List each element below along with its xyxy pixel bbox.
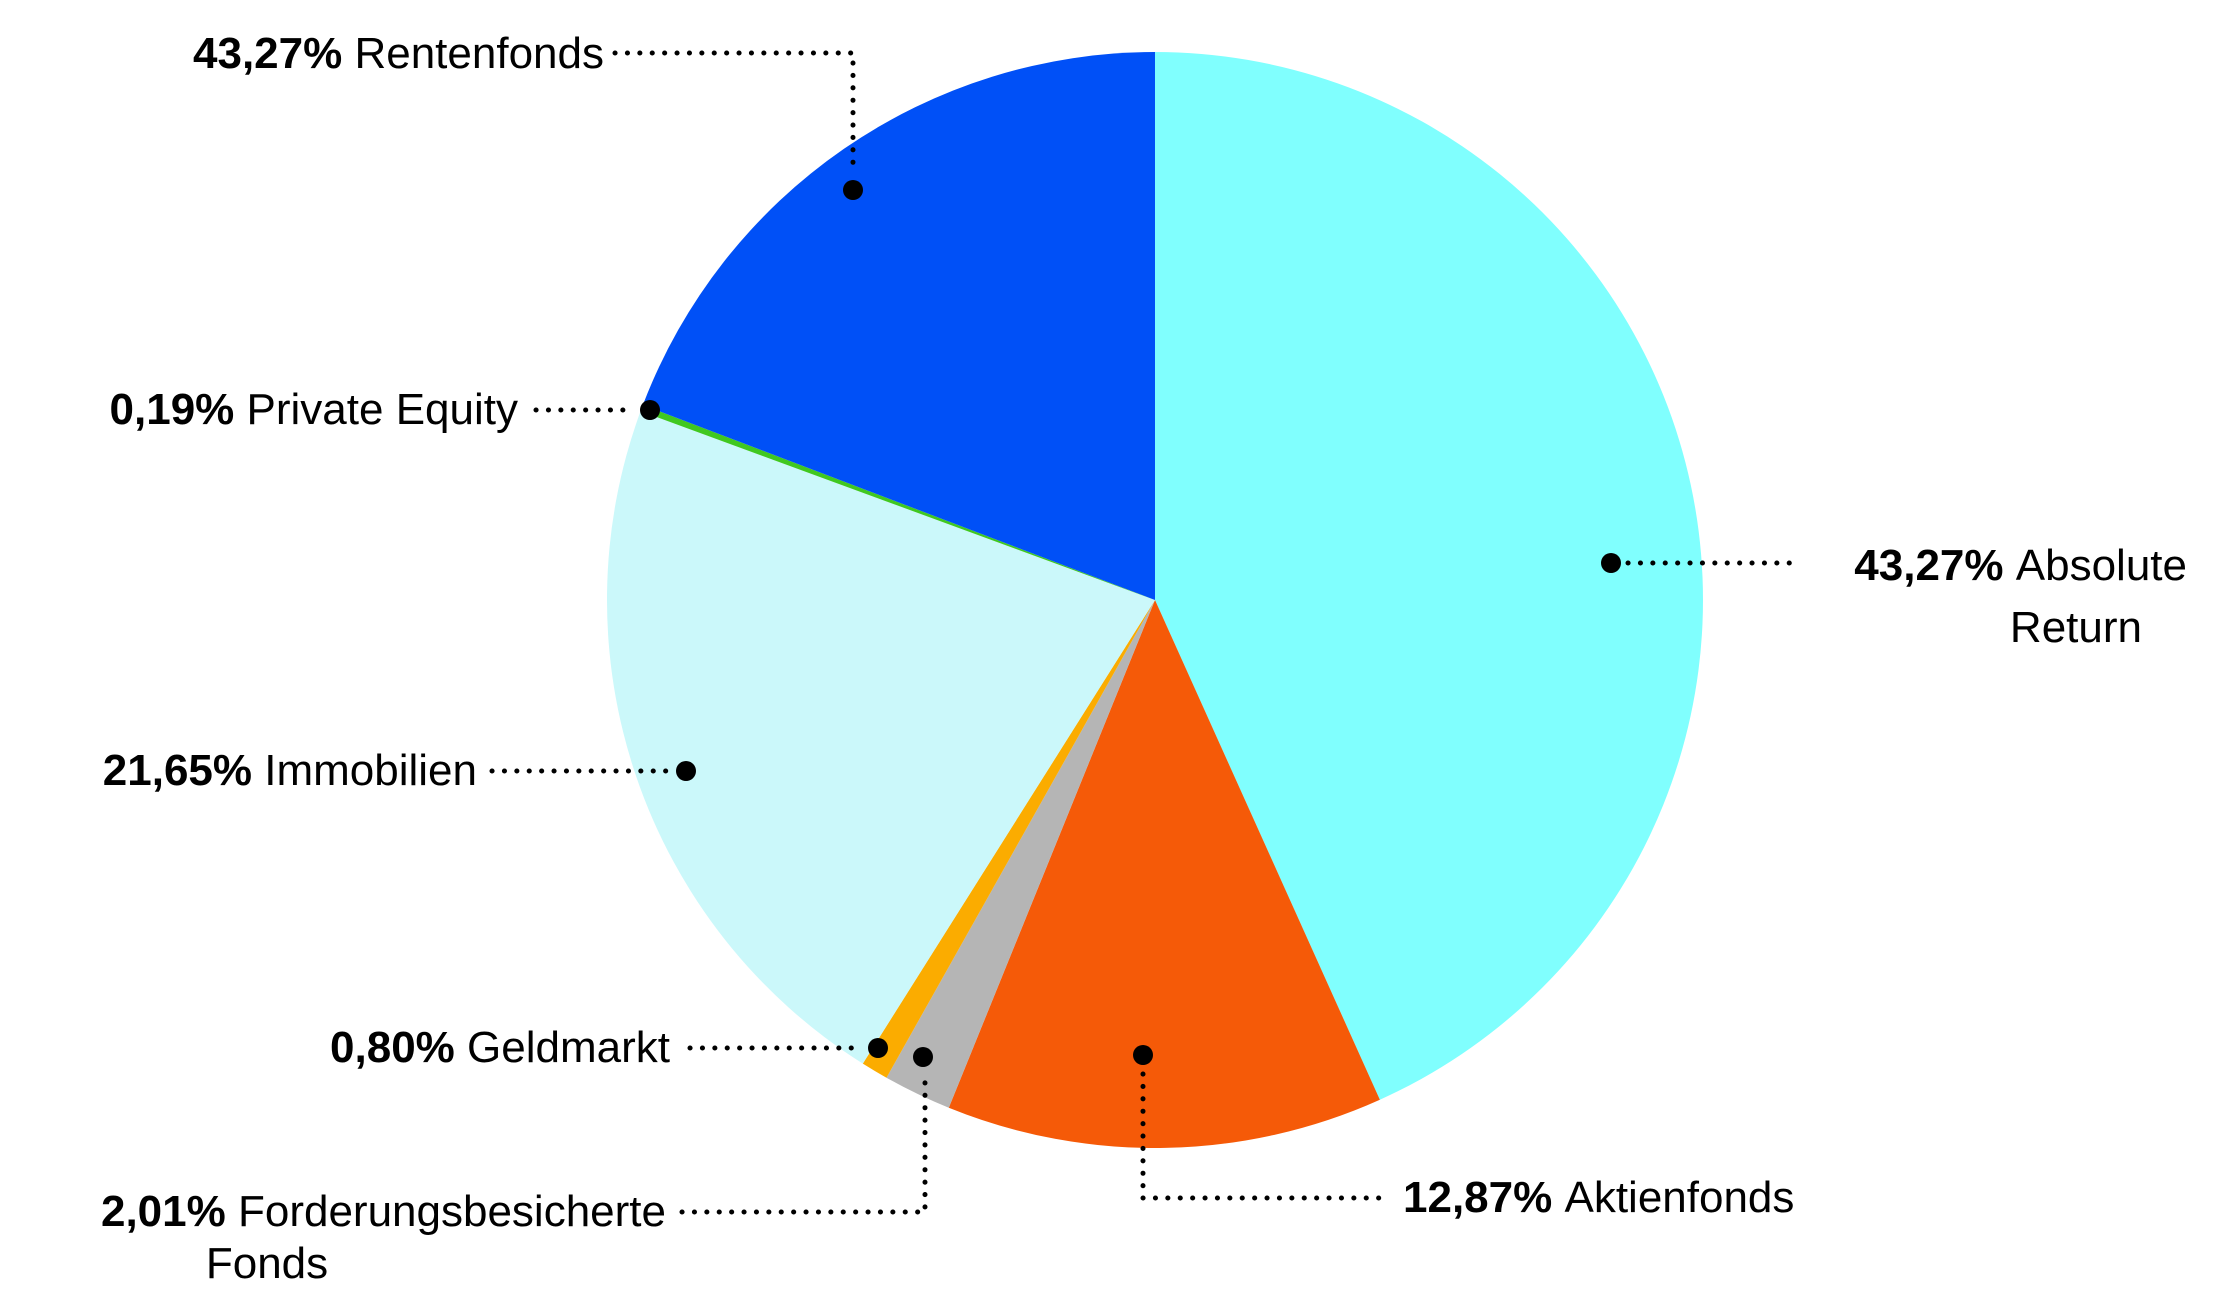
label-forderungsbesicherte-fonds-percent: 2,01% bbox=[100, 1187, 226, 1236]
leader-dot-forderungsbesicherte-fonds bbox=[913, 1047, 933, 1067]
label-aktienfonds: 12,87% Aktienfonds bbox=[1403, 1171, 1794, 1225]
pie-slice-immobilien bbox=[606, 411, 1155, 1064]
leader-dot-private-equity bbox=[640, 400, 660, 420]
leader-line-rentenfonds bbox=[612, 50, 856, 175]
leader-line-aktienfonds bbox=[1140, 1071, 1390, 1201]
label-absolute-return-percent: 43,27% bbox=[1854, 541, 2004, 590]
label-absolute-return-line2: Return bbox=[2009, 603, 2142, 652]
label-private-equity-name: Private Equity bbox=[246, 385, 518, 434]
pie-slice-rentenfonds bbox=[642, 52, 1155, 600]
pie-slice-absolute-return bbox=[1155, 52, 1703, 1100]
label-geldmarkt-percent: 0,80% bbox=[330, 1023, 455, 1072]
pie-slice-forderungsbesicherte-fonds bbox=[886, 600, 1155, 1108]
label-aktienfonds-name: Aktienfonds bbox=[1564, 1173, 1795, 1222]
label-private-equity-percent: 0,19% bbox=[109, 385, 235, 434]
pie-slice-geldmarkt bbox=[862, 600, 1155, 1078]
label-aktienfonds-percent: 12,87% bbox=[1403, 1173, 1553, 1222]
leader-dot-aktienfonds bbox=[1133, 1045, 1153, 1065]
leader-dot-geldmarkt bbox=[868, 1038, 888, 1058]
leader-dot-immobilien bbox=[676, 761, 696, 781]
label-immobilien-percent: 21,65% bbox=[102, 746, 253, 795]
label-absolute-return-name: Absolute bbox=[2015, 541, 2187, 590]
label-private-equity: 0,19% Private Equity bbox=[110, 383, 518, 437]
label-forderungsbesicherte-fonds: 2,01% Forderungsbesicherte bbox=[101, 1185, 666, 1239]
label-rentenfonds: 43,27% Rentenfonds bbox=[193, 27, 604, 81]
label-forderungsbesicherte-fonds-name: Forderungsbesicherte bbox=[237, 1187, 666, 1236]
label-immobilien-name: Immobilien bbox=[264, 746, 477, 795]
label-geldmarkt-name: Geldmarkt bbox=[467, 1023, 670, 1072]
label-geldmarkt: 0,80% Geldmarkt bbox=[330, 1021, 670, 1075]
label-rentenfonds-percent: 43,27% bbox=[193, 29, 343, 78]
label-absolute-return: 43,27% Absolute Return bbox=[1854, 535, 2187, 659]
leader-dot-absolute-return bbox=[1601, 553, 1621, 573]
leader-dot-rentenfonds bbox=[843, 180, 863, 200]
label-forderungsbesicherte-fonds-line2: Fonds bbox=[205, 1239, 329, 1288]
leader-line-forderungsbesicherte-fonds bbox=[679, 1072, 928, 1215]
pie-slice-private-equity bbox=[640, 405, 1155, 600]
label-immobilien: 21,65% Immobilien bbox=[103, 744, 477, 798]
label-rentenfonds-name: Rentenfonds bbox=[354, 29, 604, 78]
pie-slice-aktienfonds bbox=[948, 600, 1380, 1148]
